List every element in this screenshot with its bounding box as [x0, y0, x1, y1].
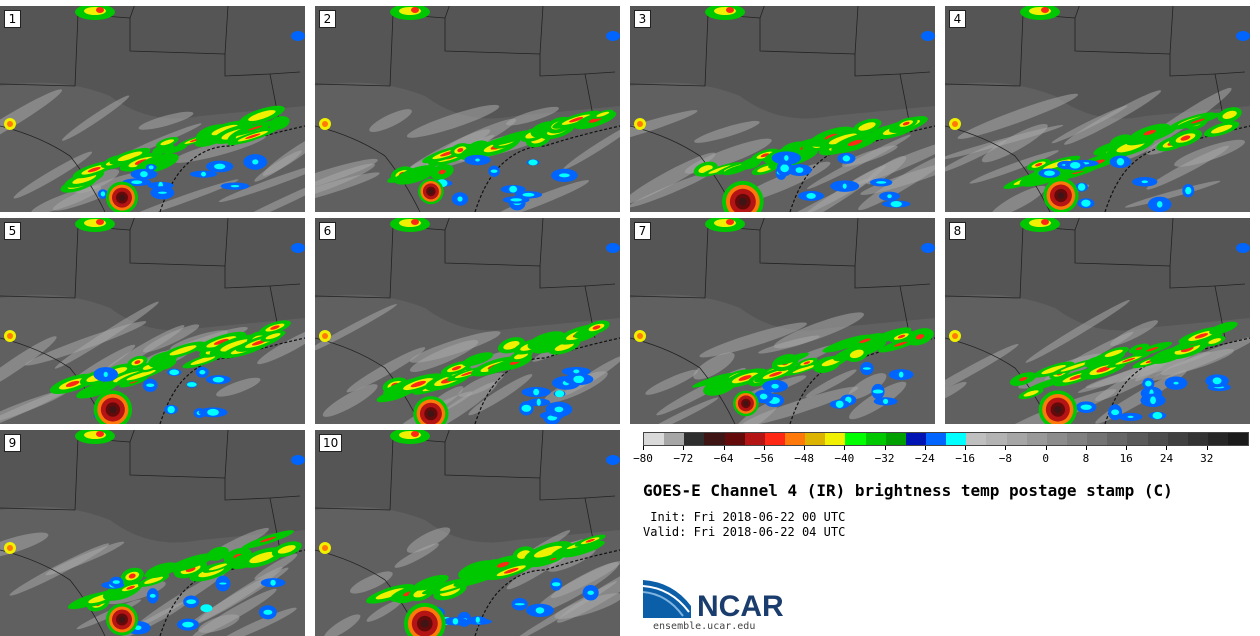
colorbar-tick-label: −48: [794, 452, 814, 465]
colorbar-tick-mark: [683, 446, 685, 450]
svg-text:NCAR: NCAR: [697, 590, 784, 620]
colorbar-swatch: [1006, 433, 1027, 445]
colorbar-tick-label: −64: [713, 452, 734, 465]
colorbar-swatch: [744, 433, 765, 445]
colorbar-swatch: [805, 433, 826, 445]
colorbar-swatch: [966, 433, 987, 445]
postage-stamp-panel: 10: [315, 430, 620, 636]
postage-stamp-panel: 8: [945, 218, 1250, 424]
colorbar-swatch: [1026, 433, 1047, 445]
colorbar-swatch: [1207, 433, 1229, 445]
colorbar-swatch: [684, 433, 705, 445]
colorbar-tick-mark: [1126, 446, 1128, 450]
postage-stamp-panel: 1: [0, 6, 305, 212]
site-url: ensemble.ucar.edu: [653, 621, 756, 632]
postage-stamp-panel: 2: [315, 6, 620, 212]
colorbar-swatch: [825, 433, 846, 445]
colorbar-tick-label: −32: [874, 452, 895, 465]
colorbar-tick-label: 32: [1200, 452, 1214, 465]
colorbar-tick-label: 0: [1042, 452, 1049, 465]
init-time: Init: Fri 2018-06-22 00 UTC: [643, 510, 846, 524]
postage-stamp-panel: 3: [630, 6, 935, 212]
colorbar-tick-mark: [1085, 446, 1087, 450]
ir-satellite-map: [0, 218, 305, 424]
panel-number-label: 4: [949, 10, 966, 28]
colorbar-tick-mark: [804, 446, 806, 450]
postage-stamp-panel: 5: [0, 218, 305, 424]
colorbar-tick-label: −16: [955, 452, 976, 465]
colorbar-swatch: [1127, 433, 1148, 445]
ir-satellite-map: [0, 6, 305, 212]
panel-number-label: 7: [634, 222, 651, 240]
colorbar-swatch: [1228, 433, 1249, 445]
panel-number-label: 9: [4, 434, 21, 452]
colorbar-swatch: [1107, 433, 1128, 445]
valid-time: Valid: Fri 2018-06-22 04 UTC: [643, 525, 846, 539]
colorbar-swatch: [784, 433, 806, 445]
colorbar-tick-mark: [1005, 446, 1007, 450]
figure-title: GOES-E Channel 4 (IR) brightness temp po…: [643, 481, 1173, 500]
colorbar-swatch: [664, 433, 685, 445]
postage-stamp-panel: 6: [315, 218, 620, 424]
ir-satellite-map: [630, 218, 935, 424]
colorbar-ticks: −80 −72 −64 −56 −48 −40 −32 −24 −16 −8 0 8 16 24 32: [633, 446, 1247, 466]
ir-satellite-map: [315, 6, 620, 212]
postage-stamp-panel: 9: [0, 430, 305, 636]
ir-satellite-map: [945, 218, 1250, 424]
colorbar-tick-mark: [723, 446, 725, 450]
colorbar-swatch: [925, 433, 947, 445]
colorbar-tick-mark: [763, 446, 765, 450]
colorbar-tick-label: −72: [673, 452, 694, 465]
colorbar-swatch: [644, 433, 665, 445]
colorbar-swatch: [885, 433, 906, 445]
colorbar-tick-label: −80: [633, 452, 653, 465]
colorbar-tick-mark: [884, 446, 886, 450]
colorbar-tick-label: −24: [914, 452, 935, 465]
colorbar-swatch: [1046, 433, 1067, 445]
colorbar-tick-mark: [1045, 446, 1047, 450]
postage-stamp-panel: 7: [630, 218, 935, 424]
colorbar-tick-label: −8: [998, 452, 1013, 465]
ncar-logo-icon: NCAR: [642, 580, 784, 623]
colorbar-swatch: [865, 433, 886, 445]
colorbar-swatch: [1167, 433, 1188, 445]
ncar-logo: NCAR: [642, 578, 793, 624]
colorbar-tick-label: 16: [1119, 452, 1133, 465]
colorbar-tick-mark: [844, 446, 846, 450]
colorbar-tick-mark: [643, 446, 644, 450]
panel-number-label: 8: [949, 222, 966, 240]
ir-satellite-map: [630, 6, 935, 212]
colorbar-swatch: [905, 433, 926, 445]
colorbar-tick-mark: [1206, 446, 1208, 450]
colorbar-swatch: [704, 433, 725, 445]
colorbar: [643, 432, 1249, 446]
ir-satellite-map: [315, 218, 620, 424]
postage-stamp-panel: 4: [945, 6, 1250, 212]
ir-satellite-map: [0, 430, 305, 636]
colorbar-tick-label: −56: [753, 452, 774, 465]
colorbar-tick-mark: [924, 446, 926, 450]
colorbar-swatch: [724, 433, 745, 445]
colorbar-tick-mark: [1166, 446, 1168, 450]
colorbar-tick-label: 24: [1159, 452, 1174, 465]
colorbar-swatch: [946, 433, 967, 445]
colorbar-swatch: [1187, 433, 1208, 445]
panel-number-label: 10: [319, 434, 343, 452]
panel-number-label: 5: [4, 222, 21, 240]
colorbar-swatch: [764, 433, 785, 445]
colorbar-tick-label: −40: [834, 452, 855, 465]
colorbar-swatch: [1066, 433, 1088, 445]
panel-number-label: 1: [4, 10, 21, 28]
panel-number-label: 2: [319, 10, 336, 28]
colorbar-swatch: [1147, 433, 1168, 445]
ir-satellite-map: [945, 6, 1250, 212]
panel-number-label: 6: [319, 222, 336, 240]
panel-number-label: 3: [634, 10, 651, 28]
colorbar-swatch: [986, 433, 1007, 445]
ir-satellite-map: [315, 430, 620, 636]
colorbar-tick-label: 8: [1082, 452, 1090, 465]
colorbar-swatch: [1087, 433, 1108, 445]
colorbar-swatch: [845, 433, 866, 445]
colorbar-tick-mark: [965, 446, 967, 450]
